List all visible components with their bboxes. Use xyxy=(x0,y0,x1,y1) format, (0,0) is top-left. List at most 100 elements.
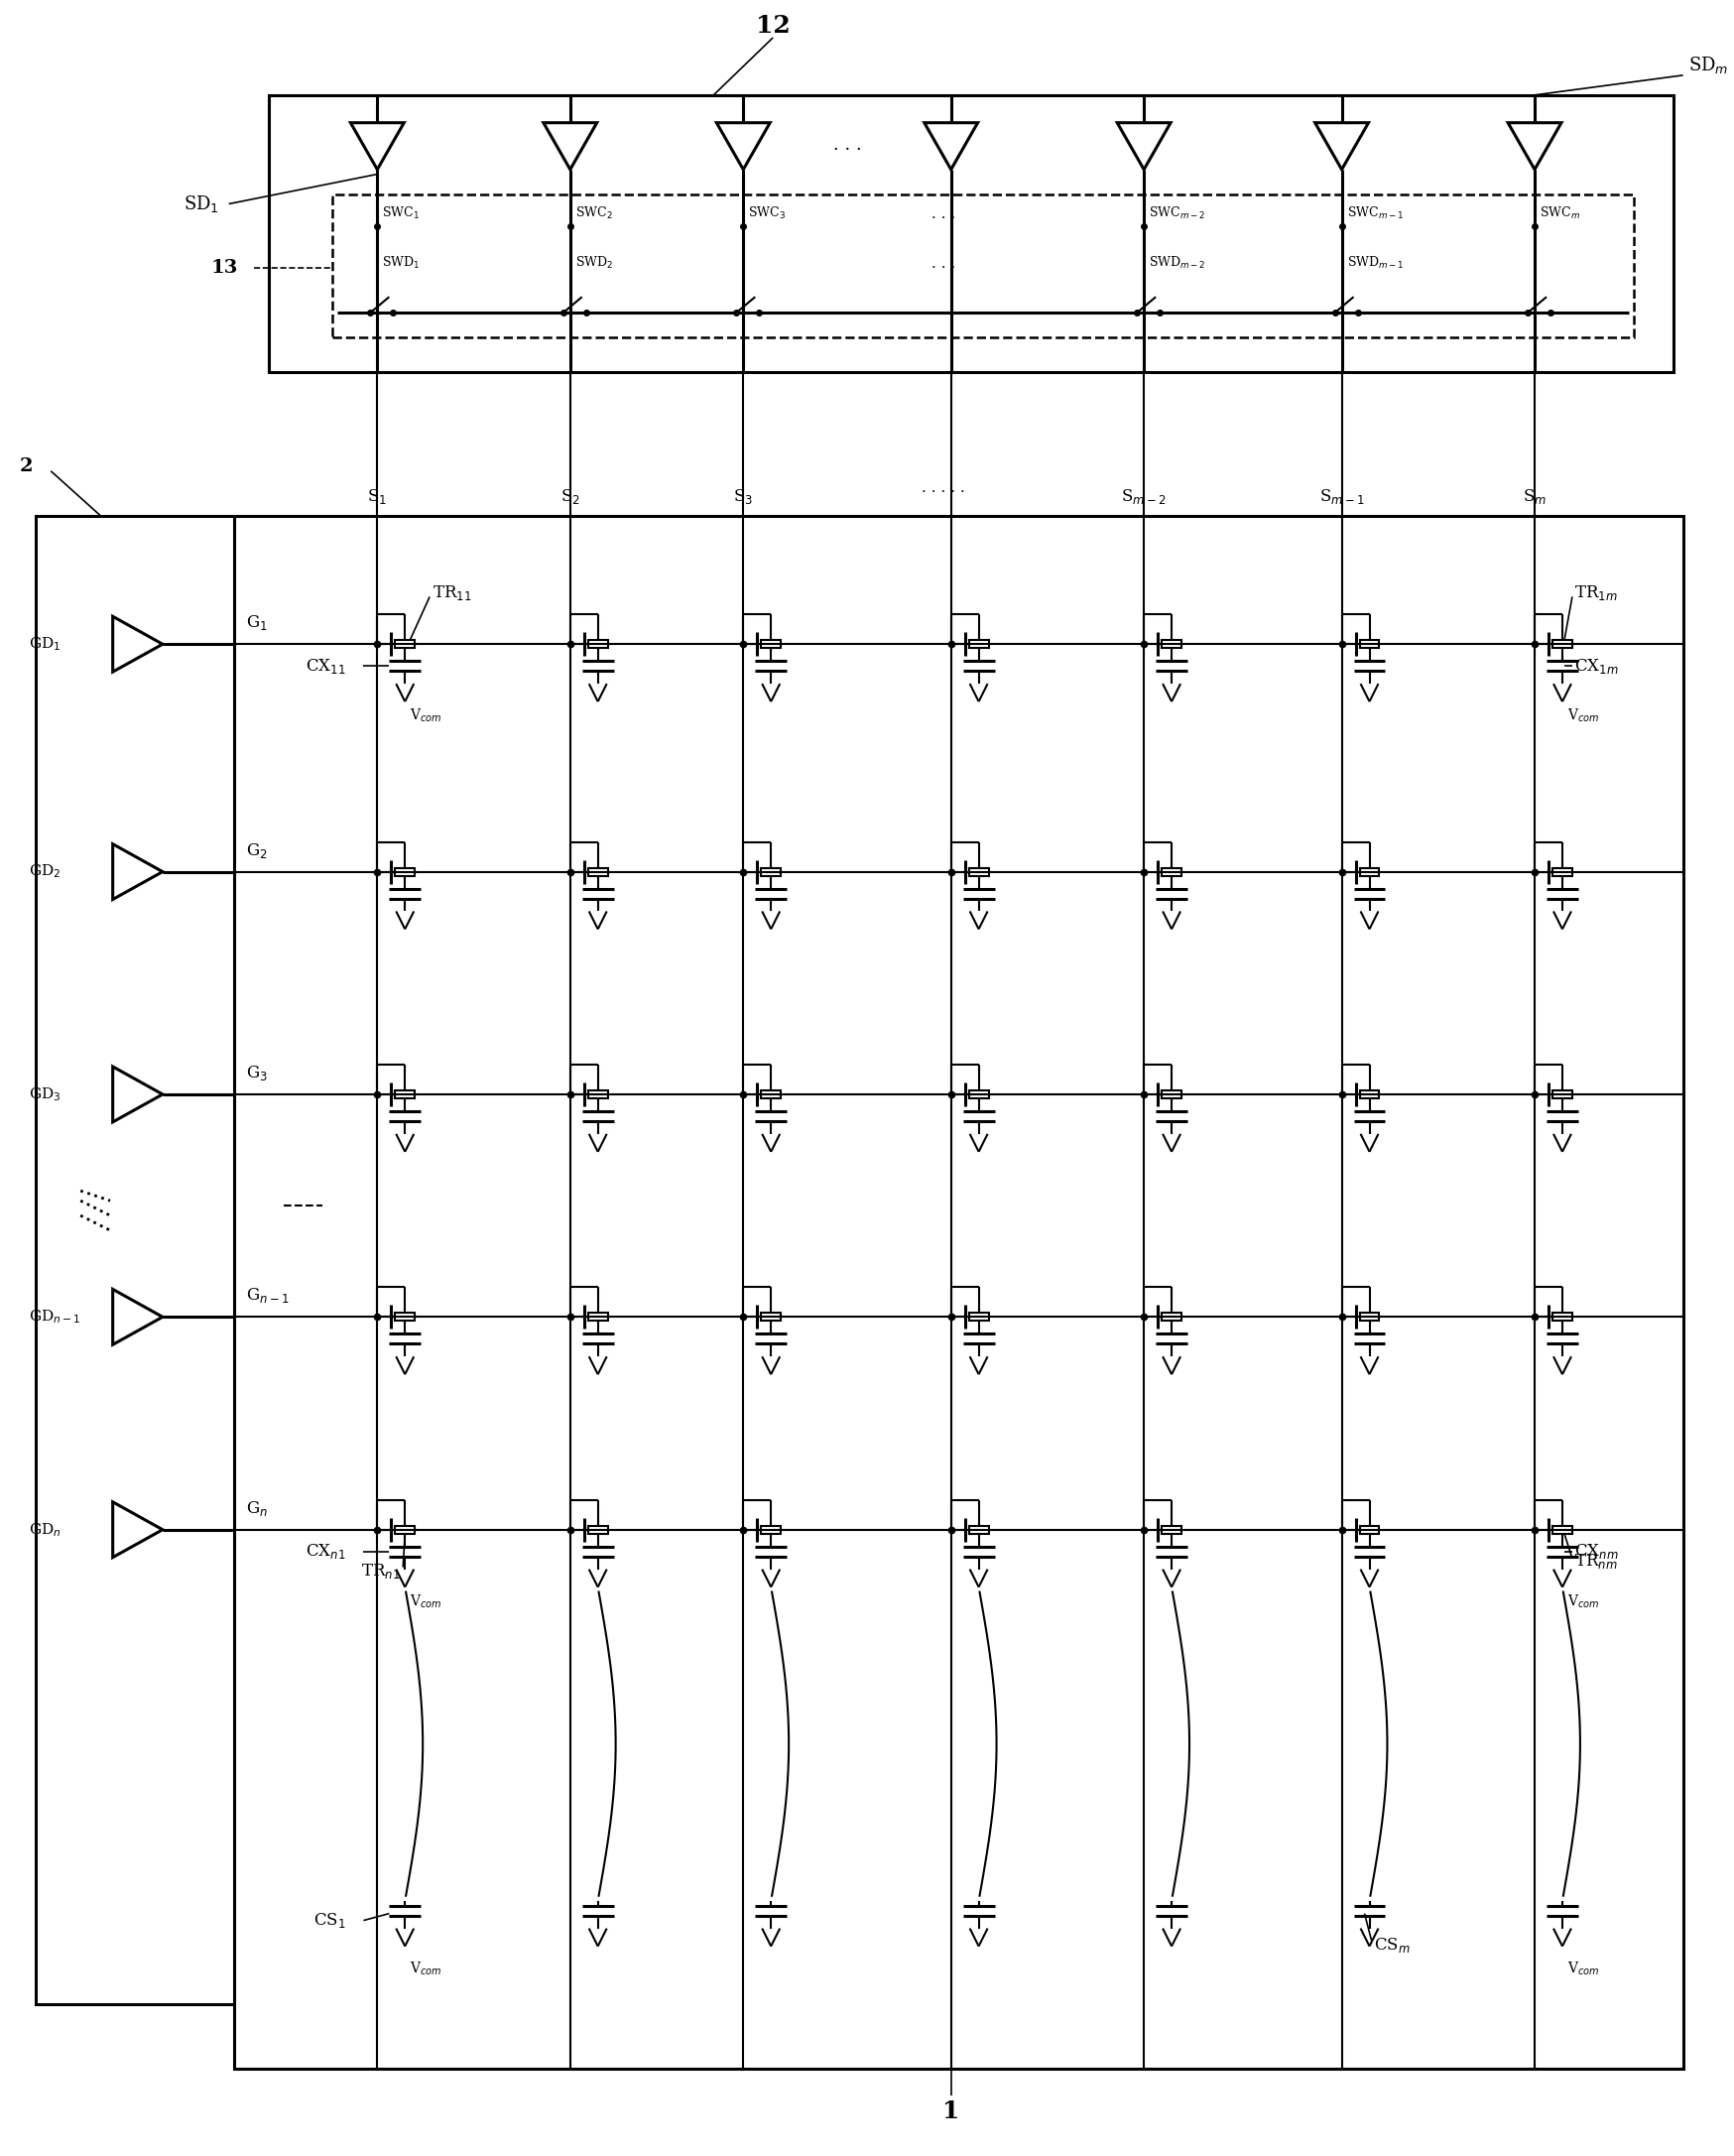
Polygon shape xyxy=(350,123,404,170)
Bar xyxy=(1162,867,1181,875)
Text: V$_{com}$: V$_{com}$ xyxy=(409,707,442,724)
Text: S$_{m-2}$: S$_{m-2}$ xyxy=(1120,487,1165,507)
Bar xyxy=(395,867,414,875)
Bar xyxy=(761,1526,780,1533)
Text: CX$_{1m}$: CX$_{1m}$ xyxy=(1573,655,1618,675)
Text: G$_1$: G$_1$ xyxy=(246,614,267,632)
Text: S$_1$: S$_1$ xyxy=(368,487,387,507)
Text: V$_{com}$: V$_{com}$ xyxy=(1566,1593,1599,1611)
Text: TR$_{n1}$: TR$_{n1}$ xyxy=(361,1561,401,1580)
Text: TR$_{11}$: TR$_{11}$ xyxy=(432,584,472,602)
Bar xyxy=(234,515,1682,2070)
Text: S$_3$: S$_3$ xyxy=(733,487,753,507)
Text: CX$_{n1}$: CX$_{n1}$ xyxy=(305,1542,345,1561)
Bar xyxy=(1552,1091,1571,1097)
Bar xyxy=(588,640,607,649)
Bar xyxy=(1359,1091,1379,1097)
Bar xyxy=(588,1526,607,1533)
Polygon shape xyxy=(113,843,163,899)
Bar xyxy=(588,1091,607,1097)
Text: 2: 2 xyxy=(19,457,33,474)
Bar xyxy=(968,1313,988,1322)
Bar xyxy=(1359,1313,1379,1322)
Bar xyxy=(1359,640,1379,649)
Bar xyxy=(761,867,780,875)
Bar xyxy=(588,867,607,875)
Bar xyxy=(269,95,1672,373)
Text: G$_3$: G$_3$ xyxy=(246,1063,267,1082)
Text: SWC$_m$: SWC$_m$ xyxy=(1538,205,1580,222)
Text: GD$_1$: GD$_1$ xyxy=(29,636,61,653)
Polygon shape xyxy=(716,123,770,170)
Bar xyxy=(761,1313,780,1322)
Bar xyxy=(761,640,780,649)
Text: CS$_1$: CS$_1$ xyxy=(314,1910,345,1930)
Text: GD$_3$: GD$_3$ xyxy=(29,1084,61,1104)
Bar xyxy=(1552,1526,1571,1533)
Text: GD$_2$: GD$_2$ xyxy=(29,862,61,880)
Bar xyxy=(588,1313,607,1322)
Text: · · ·: · · · xyxy=(931,211,955,226)
Text: 1: 1 xyxy=(942,2100,959,2124)
Text: V$_{com}$: V$_{com}$ xyxy=(1566,707,1599,724)
Text: 12: 12 xyxy=(756,13,789,37)
Text: S$_{m-1}$: S$_{m-1}$ xyxy=(1318,487,1363,507)
Bar xyxy=(395,640,414,649)
Bar xyxy=(1162,1091,1181,1097)
Text: V$_{com}$: V$_{com}$ xyxy=(1566,1960,1599,1977)
Text: V$_{com}$: V$_{com}$ xyxy=(409,1593,442,1611)
Text: · · · · ·: · · · · · xyxy=(921,485,964,498)
Text: CX$_{11}$: CX$_{11}$ xyxy=(305,655,345,675)
Polygon shape xyxy=(1117,123,1170,170)
Bar xyxy=(1359,1526,1379,1533)
Text: TR$_{1m}$: TR$_{1m}$ xyxy=(1573,584,1616,602)
Bar xyxy=(968,867,988,875)
Text: V$_{com}$: V$_{com}$ xyxy=(409,1960,442,1977)
Polygon shape xyxy=(924,123,978,170)
Polygon shape xyxy=(113,1289,163,1345)
Text: SWC$_{m-1}$: SWC$_{m-1}$ xyxy=(1346,205,1403,222)
Bar xyxy=(1552,640,1571,649)
Polygon shape xyxy=(543,123,596,170)
Text: CS$_m$: CS$_m$ xyxy=(1373,1936,1410,1955)
Text: · · ·: · · · xyxy=(832,140,860,157)
Polygon shape xyxy=(1314,123,1368,170)
Text: G$_{n-1}$: G$_{n-1}$ xyxy=(246,1287,288,1304)
Bar xyxy=(761,1091,780,1097)
Text: 13: 13 xyxy=(210,259,238,278)
Bar xyxy=(1552,867,1571,875)
Text: TR$_{nm}$: TR$_{nm}$ xyxy=(1573,1552,1616,1572)
Text: SWD$_{m-2}$: SWD$_{m-2}$ xyxy=(1148,254,1205,272)
Bar xyxy=(968,1091,988,1097)
Text: S$_2$: S$_2$ xyxy=(560,487,579,507)
Bar xyxy=(36,515,234,2005)
Polygon shape xyxy=(113,1503,163,1557)
Text: G$_n$: G$_n$ xyxy=(246,1498,267,1518)
Polygon shape xyxy=(1507,123,1561,170)
Bar xyxy=(395,1313,414,1322)
Bar xyxy=(1162,640,1181,649)
Polygon shape xyxy=(113,617,163,673)
Text: SWD$_{m-1}$: SWD$_{m-1}$ xyxy=(1346,254,1403,272)
Bar xyxy=(1552,1313,1571,1322)
Text: S$_m$: S$_m$ xyxy=(1522,487,1545,507)
Bar xyxy=(395,1091,414,1097)
Text: SWD$_2$: SWD$_2$ xyxy=(574,254,612,272)
Bar xyxy=(1162,1526,1181,1533)
Text: G$_2$: G$_2$ xyxy=(246,841,267,860)
Bar xyxy=(1162,1313,1181,1322)
Bar xyxy=(968,640,988,649)
Text: SWC$_{m-2}$: SWC$_{m-2}$ xyxy=(1148,205,1205,222)
Text: SD$_1$: SD$_1$ xyxy=(184,194,218,213)
Text: SD$_m$: SD$_m$ xyxy=(1687,54,1727,75)
Text: GD$_{n-1}$: GD$_{n-1}$ xyxy=(29,1309,81,1326)
Polygon shape xyxy=(113,1067,163,1121)
Text: SWD$_1$: SWD$_1$ xyxy=(381,254,420,272)
Text: GD$_n$: GD$_n$ xyxy=(29,1520,61,1539)
Text: SWC$_2$: SWC$_2$ xyxy=(574,205,612,222)
Text: · · ·: · · · xyxy=(931,261,955,276)
Text: SWC$_1$: SWC$_1$ xyxy=(381,205,420,222)
Bar xyxy=(333,194,1633,338)
Text: CX$_{nm}$: CX$_{nm}$ xyxy=(1573,1542,1618,1561)
Text: SWC$_3$: SWC$_3$ xyxy=(747,205,786,222)
